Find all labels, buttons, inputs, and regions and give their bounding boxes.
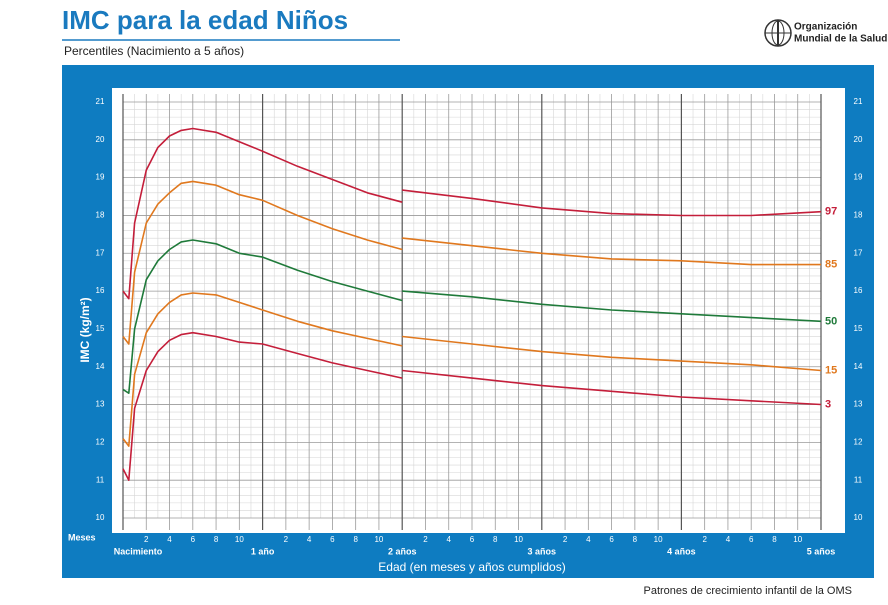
y-tick-label: 15 — [854, 324, 863, 333]
legend-label: 3 — [825, 398, 831, 410]
legend-label: 15 — [825, 364, 837, 376]
x-tick-label: 8 — [493, 535, 498, 544]
y-tick-label: 15 — [96, 324, 105, 333]
chart-title: IMC para la edad Niños — [62, 5, 348, 35]
y-tick-label: 10 — [854, 513, 863, 522]
y-tick-label: 17 — [96, 248, 105, 257]
x-tick-label: 8 — [353, 535, 358, 544]
x-tick-label: 4 años — [667, 546, 696, 556]
x-tick-label: 10 — [654, 535, 663, 544]
y-tick-label: 14 — [854, 362, 863, 371]
x-tick-label: 6 — [609, 535, 614, 544]
x-tick-label: 5 años — [807, 546, 836, 556]
y-tick-label: 18 — [854, 211, 863, 220]
org-name: Mundial de la Salud — [794, 34, 887, 45]
chart-subtitle: Percentiles (Nacimiento a 5 años) — [64, 44, 244, 58]
y-tick-label: 12 — [854, 437, 863, 446]
x-tick-label: Nacimiento — [114, 546, 163, 556]
x-tick-label: 4 — [586, 535, 591, 544]
x-tick-label: 6 — [191, 535, 196, 544]
percentile-line — [122, 127, 822, 300]
y-tick-label: 20 — [96, 135, 105, 144]
org-name: Organización — [794, 22, 857, 33]
x-tick-label: 4 — [726, 535, 731, 544]
x-tick-label: 10 — [793, 535, 802, 544]
y-tick-label: 17 — [854, 248, 863, 257]
y-tick-label: 16 — [96, 286, 105, 295]
percentile-line — [122, 239, 822, 394]
y-tick-label: 19 — [96, 173, 105, 182]
x-tick-label: 10 — [235, 535, 244, 544]
x-tick-label: 8 — [633, 535, 638, 544]
x-tick-label: 2 — [563, 535, 568, 544]
y-tick-label: 19 — [854, 173, 863, 182]
x-tick-label: 1 año — [251, 546, 275, 556]
legend-label: 85 — [825, 259, 837, 271]
x-tick-label: 8 — [772, 535, 777, 544]
x-tick-label: 3 años — [528, 546, 557, 556]
x-tick-label: 4 — [447, 535, 452, 544]
y-tick-label: 14 — [96, 362, 105, 371]
x-tick-label: 2 — [423, 535, 428, 544]
plot-area — [112, 88, 845, 533]
percentile-line — [122, 331, 822, 481]
y-tick-label: 11 — [854, 475, 863, 484]
x-tick-label: 2 años — [388, 546, 417, 556]
y-tick-label: 12 — [96, 437, 105, 446]
x-tick-label: 2 — [144, 535, 149, 544]
y-tick-label: 21 — [854, 97, 863, 106]
percentile-line — [122, 180, 821, 345]
y-tick-label: 21 — [96, 97, 105, 106]
x-tick-label: 4 — [307, 535, 312, 544]
x-tick-label: 10 — [374, 535, 383, 544]
y-axis-label: IMC (kg/m²) — [78, 297, 92, 362]
legend-label: 97 — [825, 206, 837, 218]
y-tick-label: 16 — [854, 286, 863, 295]
x-axis-label: Edad (en meses y años cumplidos) — [378, 560, 565, 574]
x-tick-label: 6 — [330, 535, 335, 544]
x-tick-label: 6 — [749, 535, 754, 544]
y-tick-label: 18 — [96, 211, 105, 220]
x-tick-label: 4 — [167, 535, 172, 544]
x-unit-label: Meses — [68, 532, 96, 542]
y-tick-label: 11 — [96, 475, 105, 484]
y-tick-label: 10 — [96, 513, 105, 522]
x-tick-label: 2 — [702, 535, 707, 544]
y-tick-label: 13 — [96, 400, 105, 409]
footer: Patrones de crecimiento infantil de la O… — [644, 585, 853, 597]
x-tick-label: 8 — [214, 535, 219, 544]
legend-label: 50 — [825, 315, 837, 327]
percentile-line — [122, 292, 822, 447]
y-tick-label: 20 — [854, 135, 863, 144]
y-tick-label: 13 — [854, 400, 863, 409]
x-tick-label: 10 — [514, 535, 523, 544]
x-tick-label: 6 — [470, 535, 475, 544]
who-logo — [764, 19, 792, 47]
x-tick-label: 2 — [284, 535, 289, 544]
